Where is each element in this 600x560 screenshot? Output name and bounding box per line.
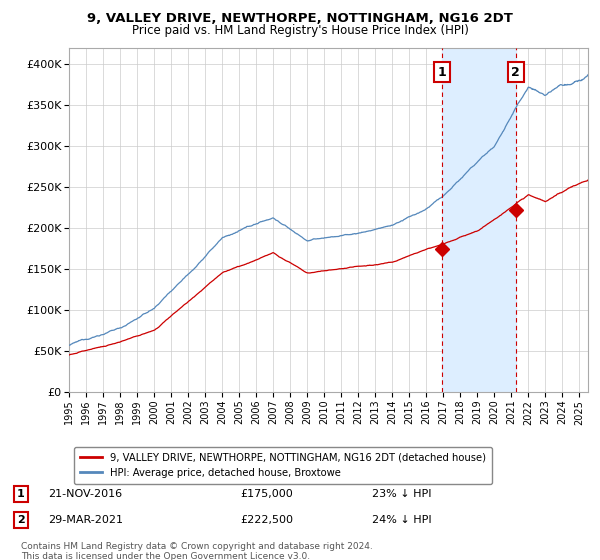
Text: 21-NOV-2016: 21-NOV-2016 xyxy=(48,489,122,499)
Text: 2: 2 xyxy=(17,515,25,525)
Text: Price paid vs. HM Land Registry's House Price Index (HPI): Price paid vs. HM Land Registry's House … xyxy=(131,24,469,36)
Text: Contains HM Land Registry data © Crown copyright and database right 2024.
This d: Contains HM Land Registry data © Crown c… xyxy=(21,542,373,560)
Text: £222,500: £222,500 xyxy=(240,515,293,525)
Text: 24% ↓ HPI: 24% ↓ HPI xyxy=(372,515,431,525)
Legend: 9, VALLEY DRIVE, NEWTHORPE, NOTTINGHAM, NG16 2DT (detached house), HPI: Average : 9, VALLEY DRIVE, NEWTHORPE, NOTTINGHAM, … xyxy=(74,447,492,484)
Text: 1: 1 xyxy=(17,489,25,499)
Text: 29-MAR-2021: 29-MAR-2021 xyxy=(48,515,123,525)
Text: 2: 2 xyxy=(511,66,520,79)
Bar xyxy=(442,48,515,392)
Text: 23% ↓ HPI: 23% ↓ HPI xyxy=(372,489,431,499)
Text: 1: 1 xyxy=(437,66,446,79)
Text: 9, VALLEY DRIVE, NEWTHORPE, NOTTINGHAM, NG16 2DT: 9, VALLEY DRIVE, NEWTHORPE, NOTTINGHAM, … xyxy=(87,12,513,25)
Text: £175,000: £175,000 xyxy=(240,489,293,499)
